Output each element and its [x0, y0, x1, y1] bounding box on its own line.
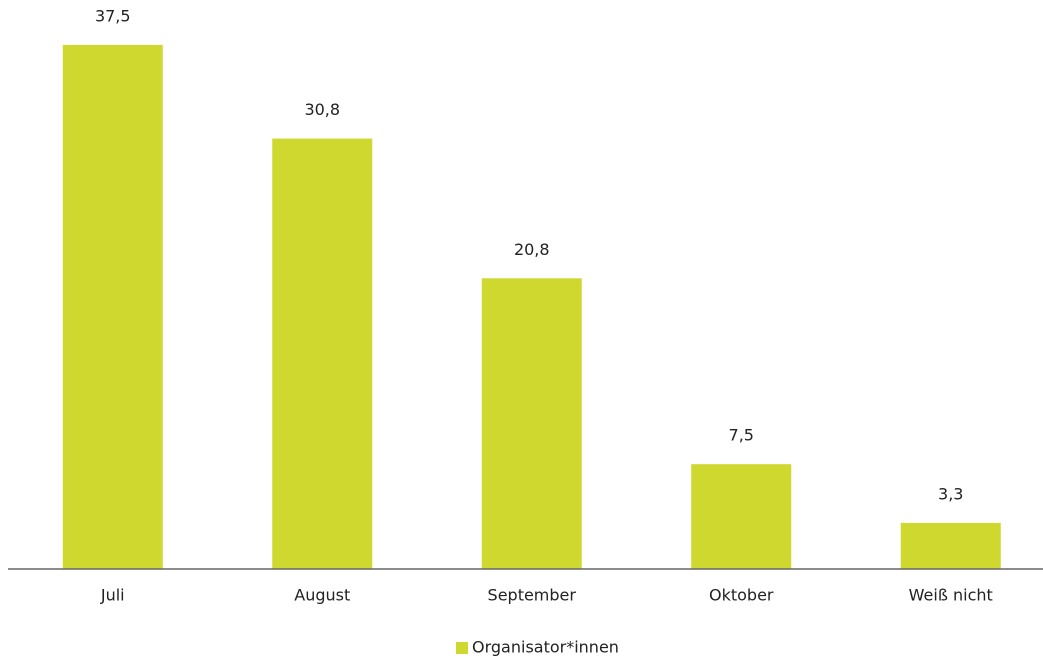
bar — [691, 464, 792, 569]
x-tick-label: Weiß nicht — [909, 586, 993, 605]
value-label: 7,5 — [729, 426, 754, 445]
x-tick-label: August — [294, 586, 350, 605]
x-tick-label: September — [488, 586, 577, 605]
bar — [481, 278, 582, 569]
value-label: 3,3 — [938, 484, 963, 503]
legend-label: Organisator*innen — [472, 638, 619, 657]
legend-swatch — [456, 642, 468, 654]
value-label: 37,5 — [95, 6, 131, 25]
bar — [62, 44, 163, 569]
bar — [272, 138, 373, 569]
x-tick-label: Juli — [100, 586, 125, 605]
value-label: 20,8 — [514, 240, 550, 259]
x-tick-label: Oktober — [709, 586, 774, 605]
bar — [900, 522, 1001, 569]
value-label: 30,8 — [304, 100, 340, 119]
